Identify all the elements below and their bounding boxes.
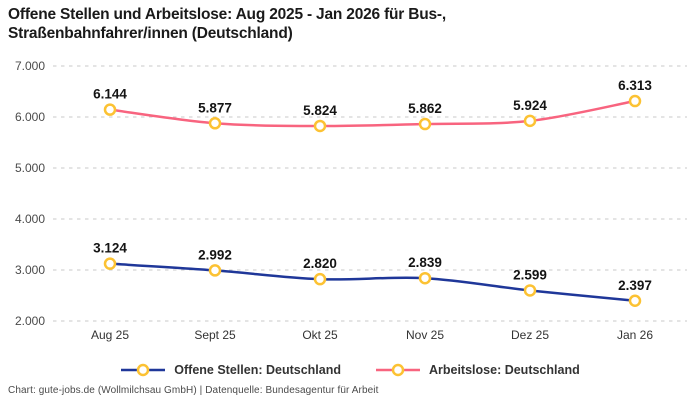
legend-label: Arbeitslose: Deutschland (428, 363, 580, 377)
x-tick-label: Jan 26 (617, 328, 653, 342)
value-label: 5.824 (303, 103, 337, 118)
x-tick-label: Okt 25 (302, 328, 338, 342)
y-tick-label: 5.000 (15, 161, 45, 175)
value-label: 3.124 (93, 241, 127, 256)
value-label: 2.599 (513, 267, 547, 282)
data-point-marker[interactable] (103, 103, 117, 116)
legend-line-marker-icon (375, 363, 420, 377)
value-label: 6.313 (618, 78, 652, 93)
data-point-marker[interactable] (208, 117, 222, 130)
data-point-marker[interactable] (628, 94, 642, 108)
x-tick-label: Sept 25 (194, 328, 236, 342)
chart-legend: Offene Stellen: Deutschland Arbeitslose:… (0, 359, 700, 381)
y-tick-label: 7.000 (15, 59, 45, 73)
value-label: 2.839 (408, 255, 442, 270)
data-point-marker[interactable] (628, 294, 642, 308)
legend-item-arbeitslose[interactable]: Arbeitslose: Deutschland (375, 363, 580, 377)
chart-title: Offene Stellen und Arbeitslose: Aug 2025… (8, 6, 446, 43)
legend-line-marker-icon (121, 363, 166, 377)
value-label: 5.877 (198, 100, 232, 115)
value-label: 2.397 (618, 278, 652, 293)
data-point-marker[interactable] (418, 271, 432, 285)
x-tick-label: Nov 25 (406, 328, 444, 342)
data-point-marker[interactable] (208, 264, 222, 277)
x-tick-label: Aug 25 (91, 328, 129, 342)
attribution-text: Chart: gute-jobs.de (Wollmilchsau GmbH) … (8, 385, 379, 396)
y-tick-label: 3.000 (15, 263, 45, 277)
legend-item-offene-stellen[interactable]: Offene Stellen: Deutschland (120, 363, 341, 377)
series-line (108, 99, 637, 128)
y-tick-label: 4.000 (15, 212, 45, 226)
value-label: 2.992 (198, 247, 232, 262)
value-label: 6.144 (93, 87, 127, 102)
data-point-marker[interactable] (523, 284, 537, 297)
x-tick-label: Dez 25 (511, 328, 549, 342)
value-label: 5.924 (513, 98, 547, 113)
series-line (108, 262, 637, 303)
legend-label: Offene Stellen: Deutschland (174, 363, 341, 377)
data-point-marker[interactable] (523, 114, 537, 128)
y-tick-label: 2.000 (15, 314, 45, 328)
value-label: 2.820 (303, 256, 337, 271)
data-point-marker[interactable] (103, 257, 117, 270)
y-tick-label: 6.000 (15, 110, 45, 124)
data-point-marker[interactable] (418, 117, 432, 131)
data-point-marker[interactable] (313, 272, 327, 286)
data-point-marker[interactable] (313, 119, 327, 133)
value-label: 5.862 (408, 101, 442, 116)
